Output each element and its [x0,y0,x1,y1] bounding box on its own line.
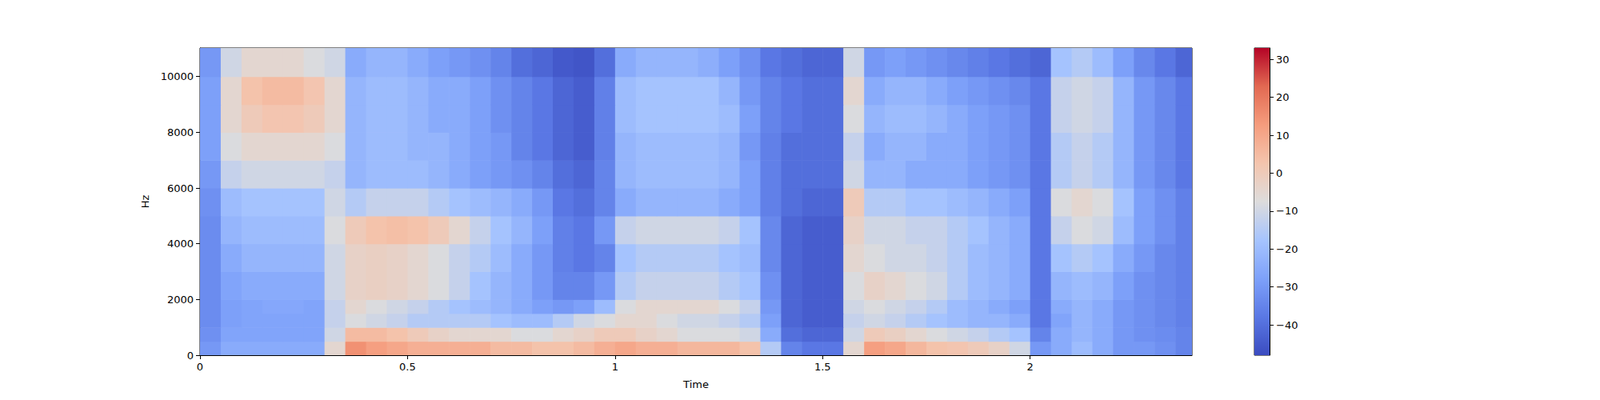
svg-text:2: 2 [1027,360,1034,373]
svg-text:1.5: 1.5 [814,360,832,373]
svg-text:−20: −20 [1276,243,1298,256]
svg-text:0.5: 0.5 [399,360,416,373]
svg-text:0: 0 [1276,167,1283,180]
svg-text:−40: −40 [1276,319,1298,332]
svg-text:10: 10 [1276,129,1290,142]
svg-text:4000: 4000 [167,237,194,250]
svg-text:1: 1 [612,360,619,373]
svg-text:8000: 8000 [167,126,194,139]
svg-text:0: 0 [187,349,194,362]
svg-text:30: 30 [1276,53,1290,66]
svg-text:2000: 2000 [167,293,194,306]
svg-text:−10: −10 [1276,204,1298,217]
svg-text:Time: Time [682,378,709,391]
svg-text:Hz: Hz [139,195,152,209]
svg-text:6000: 6000 [167,182,194,195]
svg-text:0: 0 [196,360,204,373]
svg-text:−30: −30 [1276,280,1298,293]
svg-text:20: 20 [1276,91,1290,104]
svg-text:10000: 10000 [160,70,194,83]
